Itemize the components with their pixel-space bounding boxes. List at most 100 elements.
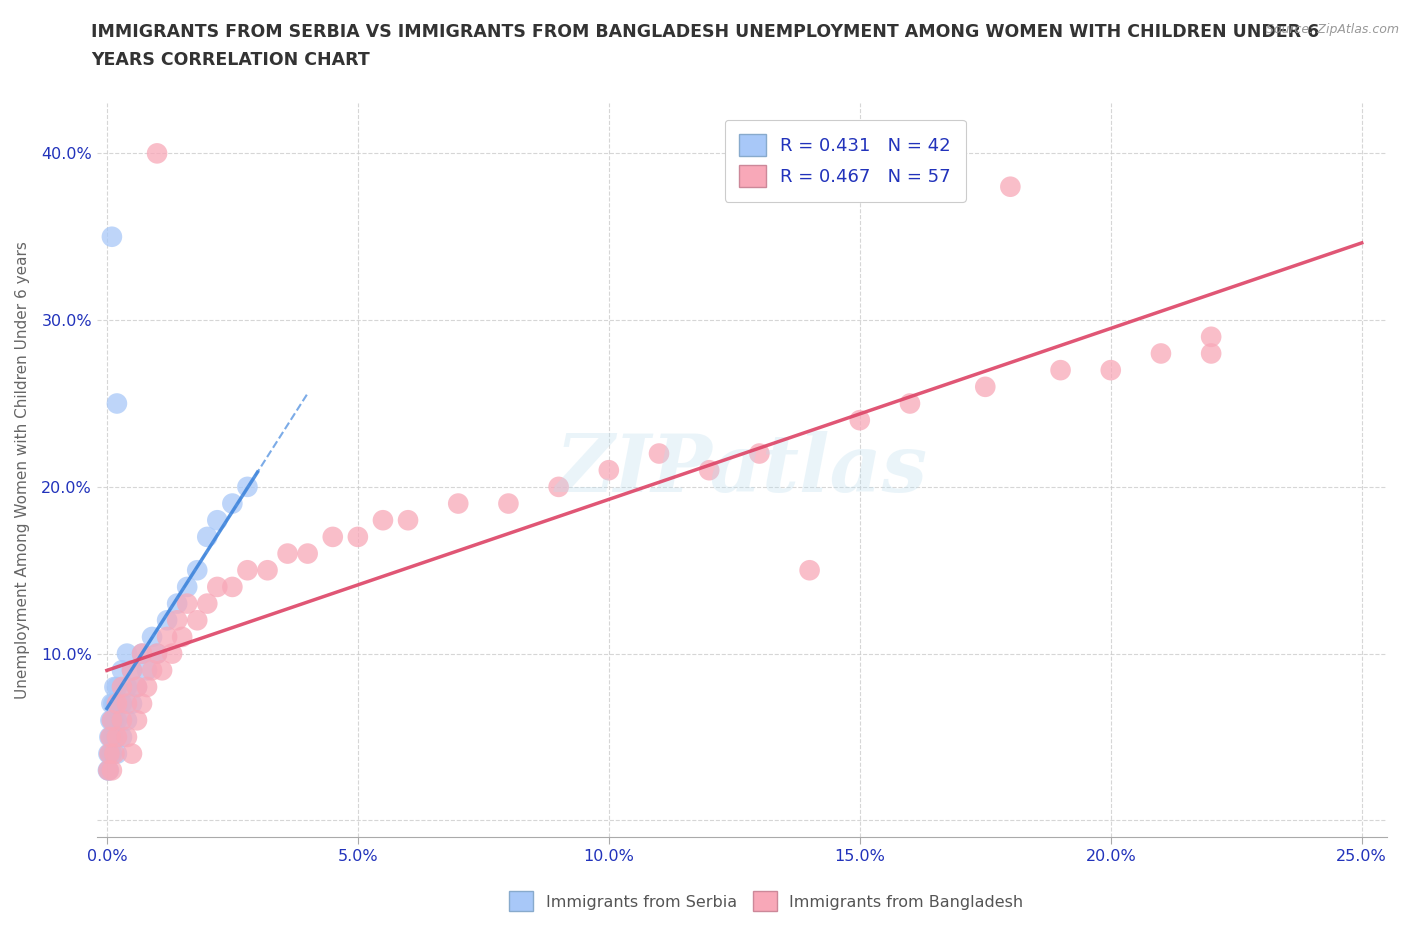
Point <box>105 729 128 744</box>
Point <box>166 613 188 628</box>
Point <box>1000 179 1022 194</box>
Point <box>1049 363 1071 378</box>
Text: Source: ZipAtlas.com: Source: ZipAtlas.com <box>1265 23 1399 36</box>
Point <box>236 480 259 495</box>
Point <box>277 546 299 561</box>
Point <box>100 713 122 728</box>
Point <box>141 630 163 644</box>
Point <box>498 496 520 511</box>
Point <box>1099 363 1122 378</box>
Point <box>256 563 278 578</box>
Point <box>98 746 121 761</box>
Point <box>100 729 122 744</box>
Point <box>131 697 153 711</box>
Point <box>111 680 134 695</box>
Point <box>121 697 143 711</box>
Point <box>136 680 159 695</box>
Point <box>111 663 134 678</box>
Point <box>748 446 770 461</box>
Point <box>146 146 169 161</box>
Point <box>186 613 208 628</box>
Point <box>115 729 138 744</box>
Point <box>221 579 243 594</box>
Point <box>176 579 198 594</box>
Point <box>101 729 124 744</box>
Point <box>207 512 229 527</box>
Point <box>371 512 394 527</box>
Point <box>104 729 127 744</box>
Point <box>176 596 198 611</box>
Point <box>115 713 138 728</box>
Point <box>195 596 218 611</box>
Point <box>150 663 173 678</box>
Legend: Immigrants from Serbia, Immigrants from Bangladesh: Immigrants from Serbia, Immigrants from … <box>502 885 1031 917</box>
Point <box>598 463 620 478</box>
Point <box>97 746 120 761</box>
Point <box>115 646 138 661</box>
Point <box>105 396 128 411</box>
Point <box>322 529 344 544</box>
Point <box>98 746 121 761</box>
Point <box>166 596 188 611</box>
Point <box>103 697 125 711</box>
Point <box>98 729 121 744</box>
Point <box>104 697 127 711</box>
Point <box>221 496 243 511</box>
Text: YEARS CORRELATION CHART: YEARS CORRELATION CHART <box>91 51 370 69</box>
Point <box>101 746 124 761</box>
Text: ZIPatlas: ZIPatlas <box>555 432 928 509</box>
Point <box>125 713 148 728</box>
Point <box>648 446 671 461</box>
Point <box>97 763 120 777</box>
Point <box>101 713 124 728</box>
Point <box>974 379 997 394</box>
Point <box>105 680 128 695</box>
Point <box>207 579 229 594</box>
Point <box>103 746 125 761</box>
Point <box>125 680 148 695</box>
Point <box>97 763 120 777</box>
Point <box>103 713 125 728</box>
Point <box>101 230 124 245</box>
Point <box>105 746 128 761</box>
Legend: R = 0.431   N = 42, R = 0.467   N = 57: R = 0.431 N = 42, R = 0.467 N = 57 <box>724 120 966 202</box>
Point <box>131 646 153 661</box>
Point <box>236 563 259 578</box>
Point <box>103 680 125 695</box>
Point <box>160 646 183 661</box>
Point <box>195 529 218 544</box>
Point <box>121 663 143 678</box>
Point <box>121 663 143 678</box>
Point <box>697 463 720 478</box>
Point <box>115 680 138 695</box>
Point <box>156 630 179 644</box>
Point <box>347 529 370 544</box>
Point <box>100 697 122 711</box>
Point <box>547 480 569 495</box>
Point <box>131 646 153 661</box>
Y-axis label: Unemployment Among Women with Children Under 6 years: Unemployment Among Women with Children U… <box>15 241 30 699</box>
Point <box>111 697 134 711</box>
Point <box>849 413 872 428</box>
Point <box>898 396 921 411</box>
Point <box>121 746 143 761</box>
Point <box>172 630 194 644</box>
Point <box>447 496 470 511</box>
Point <box>146 646 169 661</box>
Point <box>125 680 148 695</box>
Point <box>146 646 169 661</box>
Point <box>136 663 159 678</box>
Point <box>396 512 419 527</box>
Point <box>111 729 134 744</box>
Point <box>186 563 208 578</box>
Point <box>141 663 163 678</box>
Point <box>111 713 134 728</box>
Point <box>1199 329 1222 344</box>
Point <box>115 697 138 711</box>
Text: IMMIGRANTS FROM SERBIA VS IMMIGRANTS FROM BANGLADESH UNEMPLOYMENT AMONG WOMEN WI: IMMIGRANTS FROM SERBIA VS IMMIGRANTS FRO… <box>91 23 1320 41</box>
Point <box>105 697 128 711</box>
Point <box>1199 346 1222 361</box>
Point <box>100 729 122 744</box>
Point <box>97 763 120 777</box>
Point <box>1150 346 1173 361</box>
